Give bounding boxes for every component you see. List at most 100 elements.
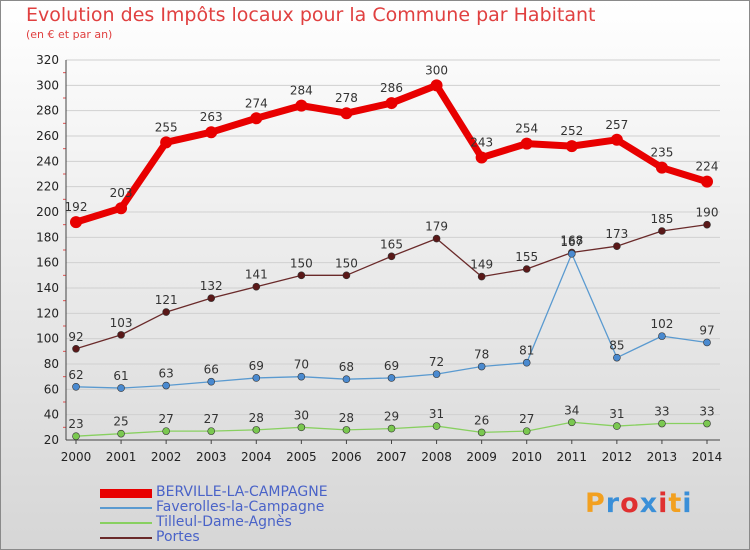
- data-label-faverolles: 167: [560, 235, 583, 249]
- data-point-portes: [252, 282, 261, 291]
- data-point-portes: [72, 344, 80, 353]
- data-label-berville: 235: [650, 146, 673, 160]
- data-point-tilleul: [522, 427, 531, 435]
- x-tick-label: 2014: [692, 450, 723, 464]
- data-point-tilleul: [72, 432, 80, 441]
- y-tick-label: 200: [36, 205, 59, 219]
- data-label-tilleul: 30: [294, 408, 309, 422]
- data-point-portes: [297, 271, 306, 280]
- data-point-faverolles: [207, 377, 216, 386]
- data-point-berville: [160, 136, 173, 149]
- data-point-faverolles: [162, 381, 170, 390]
- data-label-faverolles: 63: [159, 367, 174, 381]
- data-point-faverolles: [658, 332, 666, 340]
- data-point-portes: [207, 294, 216, 302]
- y-tick-label: 300: [36, 78, 59, 92]
- data-point-tilleul: [342, 426, 351, 434]
- data-point-berville: [340, 107, 353, 120]
- y-tick-label: 160: [36, 256, 59, 270]
- legend-label: Faverolles-la-Campagne: [156, 499, 325, 515]
- data-label-tilleul: 27: [519, 412, 534, 426]
- data-label-portes: 103: [110, 316, 133, 330]
- data-label-portes: 121: [155, 293, 178, 307]
- data-label-portes: 132: [200, 279, 223, 293]
- x-tick-label: 2006: [331, 450, 362, 464]
- logo-letter: o: [620, 488, 640, 519]
- logo-letter: i: [658, 488, 669, 519]
- legend-swatch: [100, 507, 152, 509]
- data-label-berville: 254: [515, 122, 538, 136]
- data-label-berville: 224: [696, 160, 719, 174]
- x-tick-label: 2005: [286, 450, 317, 464]
- data-point-portes: [477, 272, 486, 281]
- data-point-berville: [430, 79, 443, 92]
- legend-label: Portes: [156, 529, 200, 545]
- data-point-berville: [701, 175, 713, 188]
- data-point-tilleul: [297, 423, 306, 432]
- data-label-faverolles: 102: [650, 317, 673, 331]
- data-label-tilleul: 31: [429, 407, 444, 421]
- logo-letter: P: [585, 488, 606, 519]
- legend-swatch: [100, 488, 152, 498]
- data-label-tilleul: 28: [249, 411, 264, 425]
- data-label-tilleul: 27: [159, 412, 174, 426]
- y-tick-label: 60: [44, 382, 59, 396]
- y-tick-label: 240: [36, 154, 59, 168]
- data-label-tilleul: 34: [564, 403, 579, 417]
- data-point-faverolles: [72, 382, 80, 391]
- data-label-portes: 173: [605, 227, 628, 241]
- data-label-berville: 192: [65, 200, 88, 214]
- y-tick-label: 100: [36, 332, 59, 346]
- data-label-berville: 300: [425, 63, 448, 77]
- x-tick-label: 2003: [196, 450, 227, 464]
- data-label-portes: 190: [696, 206, 719, 220]
- y-tick-label: 80: [44, 357, 59, 371]
- data-label-tilleul: 31: [609, 407, 624, 421]
- data-label-faverolles: 69: [249, 359, 264, 373]
- data-point-berville: [610, 133, 623, 146]
- legend-swatch: [100, 522, 152, 524]
- y-tick-label: 120: [36, 306, 59, 320]
- data-label-tilleul: 26: [474, 413, 489, 427]
- data-label-faverolles: 97: [699, 323, 714, 337]
- data-point-tilleul: [477, 428, 486, 437]
- data-point-tilleul: [207, 427, 216, 435]
- data-label-tilleul: 29: [384, 410, 399, 424]
- data-point-berville: [565, 140, 578, 153]
- y-tick-label: 320: [36, 53, 59, 67]
- data-label-portes: 141: [245, 268, 268, 282]
- y-tick-label: 260: [36, 129, 59, 143]
- x-tick-label: 2011: [557, 450, 588, 464]
- y-tick-label: 180: [36, 230, 59, 244]
- data-label-faverolles: 81: [519, 344, 534, 358]
- data-label-faverolles: 68: [339, 360, 354, 374]
- chart-title: Evolution des Impôts locaux pour la Comm…: [26, 4, 596, 26]
- legend-label: BERVILLE-LA-CAMPAGNE: [156, 484, 328, 500]
- y-tick-label: 40: [44, 408, 59, 422]
- data-point-tilleul: [567, 418, 576, 427]
- data-point-portes: [387, 252, 396, 261]
- data-point-tilleul: [252, 426, 261, 434]
- data-label-berville: 278: [335, 91, 358, 105]
- data-label-faverolles: 85: [609, 339, 624, 353]
- logo-letter: t: [668, 488, 683, 519]
- data-point-faverolles: [387, 374, 396, 382]
- data-point-tilleul: [162, 427, 170, 435]
- data-label-berville: 252: [560, 124, 583, 138]
- data-point-berville: [385, 97, 398, 110]
- x-tick-label: 2004: [241, 450, 272, 464]
- data-label-portes: 179: [425, 220, 448, 234]
- data-label-faverolles: 72: [429, 355, 444, 369]
- data-label-berville: 274: [245, 96, 268, 110]
- x-tick-label: 2007: [376, 450, 407, 464]
- data-label-berville: 284: [290, 84, 313, 98]
- data-point-faverolles: [117, 384, 125, 392]
- x-tick-label: 2013: [647, 450, 678, 464]
- x-tick-label: 2012: [602, 450, 633, 464]
- y-tick-label: 280: [36, 104, 59, 118]
- data-label-portes: 165: [380, 237, 403, 251]
- data-point-berville: [70, 216, 82, 229]
- data-point-berville: [520, 137, 533, 150]
- data-point-faverolles: [567, 250, 576, 258]
- data-label-faverolles: 70: [294, 358, 309, 372]
